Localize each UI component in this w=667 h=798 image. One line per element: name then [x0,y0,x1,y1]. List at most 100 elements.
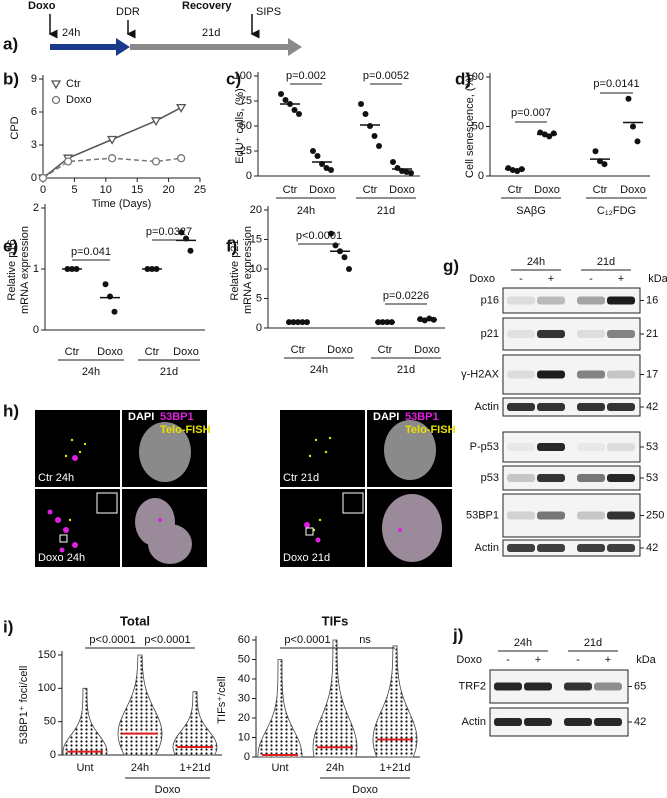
marker [107,154,117,163]
row-label: p16 [481,294,499,306]
y-tick-label: 0 [50,749,56,761]
lane-label: + [535,654,541,666]
violin [62,687,108,756]
panel-label: h) [3,401,19,420]
band [564,718,592,726]
band [537,403,565,411]
band [607,544,635,552]
kda-label: 42 [646,401,658,413]
group-label: 21d [160,366,178,378]
y-tick-label: 20 [250,204,262,216]
panel-label: i) [3,617,13,636]
y-tick-label: 0 [244,751,250,763]
image-label: Doxo 21d [283,552,330,564]
band [507,403,535,411]
band [577,370,605,379]
p-value: p<0.0001 [89,634,135,646]
x-tick-label: Doxo [534,184,560,196]
band [537,443,565,451]
x-tick-label: Unt [76,762,93,774]
x-tick-label: Ctr [593,184,608,196]
marker [38,173,48,183]
y-tick-label: 20 [238,712,250,724]
marker [177,154,186,163]
chart-title: Total [120,613,150,628]
legend-marker [50,80,62,90]
data-point [107,293,113,300]
panel-label: g) [443,256,459,275]
y-axis-label: EdU⁺ cells, (%) [234,88,246,164]
marker [150,117,162,127]
treatment-label: Doxo [456,654,482,666]
data-point [278,91,284,97]
panel-label: b) [3,69,19,88]
image-label: Doxo 24h [38,552,85,564]
band [537,330,565,338]
band [577,474,605,482]
y-axis-label: Cell senescence, (%) [464,74,476,178]
y-tick-label: 50 [472,120,484,132]
band [524,682,552,691]
y-tick-label: 0 [478,170,484,182]
group-label: 24h [82,366,100,378]
y-axis-label: Relative p21 [229,239,241,300]
group-label: 24h [310,364,328,376]
treatment-label: Doxo [469,273,495,285]
row-label: γ-H2AX [461,368,500,380]
timeline-label: 21d [202,27,220,39]
band [507,544,535,552]
y-tick-label: 25 [240,145,252,157]
band [577,296,605,305]
y-tick-label: 50 [240,120,252,132]
x-tick-label: Doxo [97,346,123,358]
band [594,682,622,691]
data-point [323,165,330,171]
band [607,511,635,520]
y-tick-label: 9 [31,73,37,85]
x-tick-label: Unt [271,762,288,774]
kda-label: 21 [646,328,658,340]
x-tick-label: 20 [162,184,174,196]
marker [63,157,73,166]
p-value: p=0.0052 [363,70,409,82]
p-value: p=0.041 [71,246,111,258]
data-point [332,242,339,249]
y-axis-label: mRNA expression [19,226,31,314]
x-tick-label: Doxo [173,346,199,358]
band [577,330,605,338]
x-tick-label: Ctr [145,346,160,358]
y-tick-label: 5 [256,292,262,304]
band [577,544,605,552]
y-tick-label: 100 [466,71,484,83]
data-point [634,138,641,145]
x-tick-label: 5 [71,184,77,196]
channel-label: Telo-FISH [405,424,456,436]
y-tick-label: 40 [238,673,250,685]
kda-label: 53 [646,441,658,453]
data-point [341,254,348,261]
p-value: p<0.0001 [284,634,330,646]
band [524,718,552,726]
timepoint-label: 21d [597,256,615,268]
x-tick-label: Doxo [414,344,440,356]
x-tick-label: Doxo [620,184,646,196]
band [507,443,535,451]
band [507,370,535,379]
panel-label: f) [226,236,237,255]
row-label: Actin [462,716,486,728]
timepoint-label: 24h [514,637,532,649]
group-label: SAβG [516,205,546,217]
unit-label: kDa [648,273,667,285]
timepoint-label: 21d [584,637,602,649]
band [607,370,635,379]
y-tick-label: 50 [238,653,250,665]
data-point [376,143,382,149]
x-tick-label: Ctr [283,184,298,196]
x-tick-label: 15 [131,184,143,196]
y-tick-label: 1 [33,263,39,275]
y-tick-label: 6 [31,106,37,118]
lane-label: - [506,654,510,666]
y-axis-label: Relative p16 [6,239,18,300]
timeline-label: SIPS [256,6,281,18]
kda-label: 65 [634,680,646,692]
